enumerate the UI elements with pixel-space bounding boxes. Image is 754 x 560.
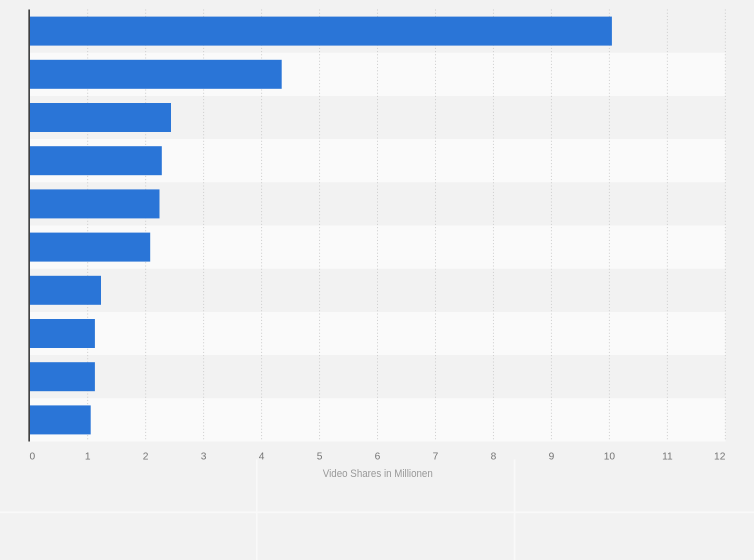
svg-text:12: 12 — [714, 452, 726, 463]
svg-text:9: 9 — [549, 452, 555, 463]
svg-text:8: 8 — [491, 452, 497, 463]
svg-text:1: 1 — [85, 452, 91, 463]
svg-text:6: 6 — [375, 452, 381, 463]
svg-text:0: 0 — [30, 452, 36, 463]
svg-text:11: 11 — [662, 452, 673, 463]
svg-text:10: 10 — [604, 452, 616, 463]
svg-text:2: 2 — [143, 452, 149, 463]
svg-text:5: 5 — [317, 452, 323, 463]
svg-text:3: 3 — [201, 452, 207, 463]
svg-text:Video Shares in Millionen: Video Shares in Millionen — [323, 468, 433, 480]
svg-text:7: 7 — [433, 452, 439, 463]
svg-text:4: 4 — [259, 452, 265, 463]
